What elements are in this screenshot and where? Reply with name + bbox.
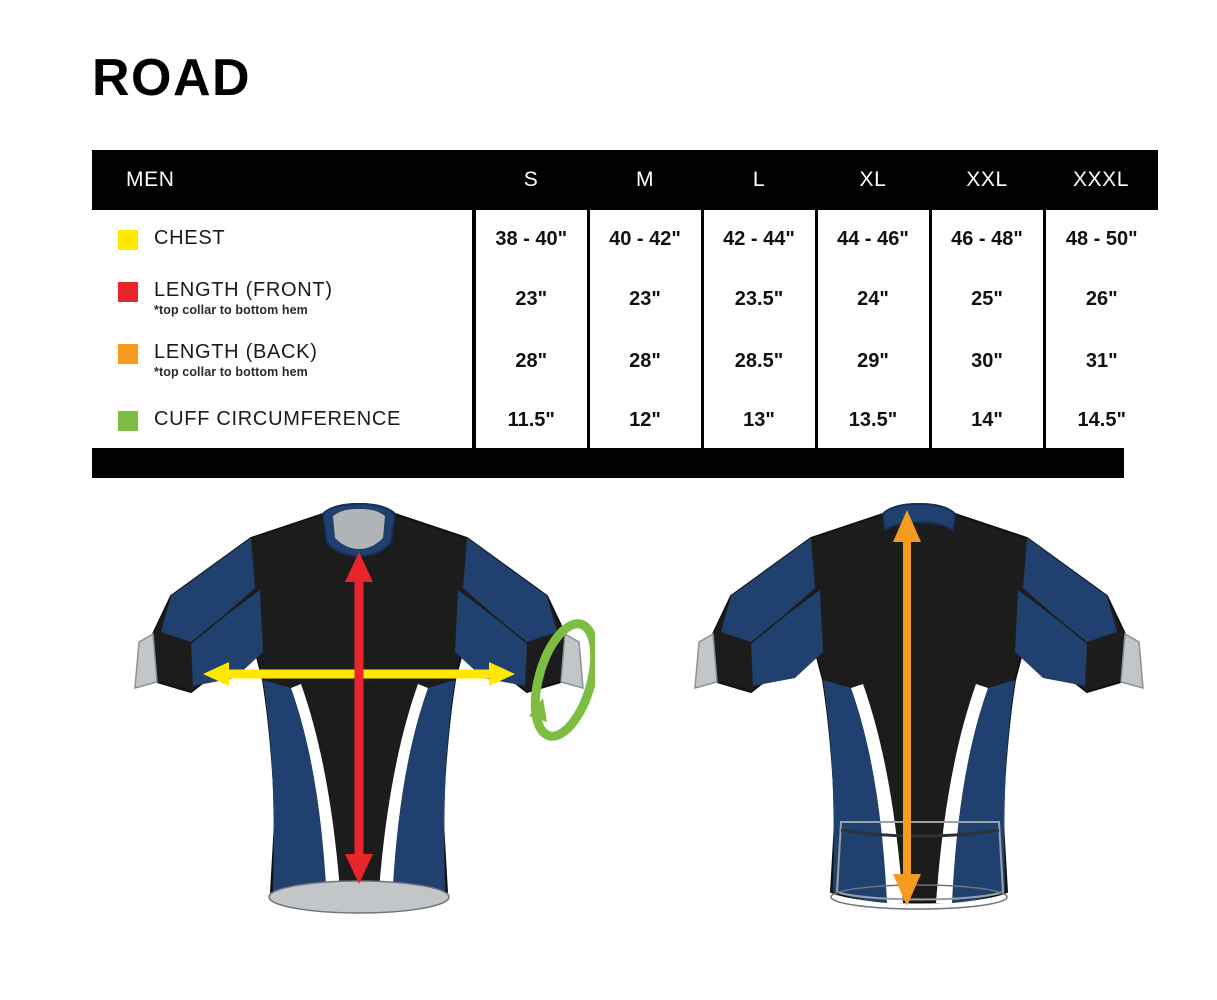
table-row-length-back: LENGTH (BACK) *top collar to bottom hem …	[92, 330, 1158, 392]
length-front-sublabel-text: *top collar to bottom hem	[154, 303, 308, 318]
cell-cuff-m: 12"	[586, 392, 702, 448]
cell-length-back-l: 28.5"	[700, 330, 816, 392]
cell-chest-xxxl: 48 - 50"	[1042, 210, 1158, 268]
back-left-cuff	[694, 632, 718, 690]
back-garment	[694, 502, 1144, 910]
length-front-measure-arrow	[345, 552, 373, 884]
cuff-swatch-icon	[118, 411, 138, 431]
cell-length-back-xxl: 30"	[928, 330, 1044, 392]
cuff-circumference-marker	[529, 619, 600, 741]
front-left-white-accent	[291, 684, 341, 903]
front-left-sleeve-panel	[161, 538, 255, 642]
table-header-size-m: M	[635, 168, 655, 191]
cell-length-front-xxxl: 26"	[1042, 268, 1158, 330]
jersey-front-svg	[134, 502, 600, 914]
cell-length-front-l: 23.5"	[700, 268, 816, 330]
size-table: MEN S M L XL XXL XXXL CHEST	[92, 150, 1158, 448]
table-header: MEN S M L XL XXL XXXL	[92, 150, 1158, 210]
cell-cuff-s: 11.5"	[472, 392, 588, 448]
table-header-size-xxxl: XXXL	[1072, 168, 1130, 191]
front-bottom-hem	[268, 880, 450, 914]
jersey-back-svg	[694, 502, 1144, 910]
back-right-white-accent	[936, 684, 988, 903]
front-left-side-panel	[263, 680, 327, 903]
table-row-cuff: CUFF CIRCUMFERENCE 11.5" 12" 13" 13.5" 1…	[92, 392, 1158, 448]
size-chart-table: MEN S M L XL XXL XXXL CHEST	[92, 150, 1158, 478]
back-bottom-hem	[830, 884, 1008, 910]
front-right-side-panel	[392, 680, 455, 903]
cell-cuff-xxl: 14"	[928, 392, 1044, 448]
table-body: CHEST 38 - 40" 40 - 42" 42 - 44" 44 - 46…	[92, 210, 1158, 448]
back-right-cuff	[1120, 632, 1144, 690]
back-right-sleeve-panel-2	[1015, 590, 1087, 686]
cell-length-back-xxxl: 31"	[1042, 330, 1158, 392]
back-left-white-accent	[851, 684, 903, 903]
front-left-cuff	[134, 632, 158, 690]
cell-chest-m: 40 - 42"	[586, 210, 702, 268]
length-back-label-text: LENGTH (BACK)	[154, 341, 318, 364]
back-right-side-panel	[952, 680, 1015, 903]
page-title: ROAD	[92, 49, 252, 107]
chest-label-text: CHEST	[154, 227, 226, 249]
cell-length-front-xl: 24"	[814, 268, 930, 330]
table-header-size-s: S	[523, 168, 539, 191]
front-collar-inner	[333, 509, 385, 549]
cell-cuff-xxxl: 14.5"	[1042, 392, 1158, 448]
front-left-sleeve-panel-2	[191, 590, 263, 686]
table-header-size-xxl: XXL	[966, 168, 1008, 191]
table-row-length-front: LENGTH (FRONT) *top collar to bottom hem…	[92, 268, 1158, 330]
length-back-swatch-icon	[118, 344, 138, 365]
cell-cuff-l: 13"	[700, 392, 816, 448]
cell-length-back-s: 28"	[472, 330, 588, 392]
cell-cuff-xl: 13.5"	[814, 392, 930, 448]
table-footer-bar	[92, 448, 1124, 478]
jersey-illustrations	[0, 492, 1217, 952]
jersey-front-illustration	[95, 492, 600, 937]
table-row-chest: CHEST 38 - 40" 40 - 42" 42 - 44" 44 - 46…	[92, 210, 1158, 268]
table-header-men: MEN	[126, 168, 175, 191]
cell-length-front-s: 23"	[472, 268, 588, 330]
row-label-chest: CHEST	[92, 210, 474, 268]
jersey-back-illustration	[655, 492, 1155, 937]
length-front-swatch-icon	[118, 282, 138, 303]
length-back-sublabel-text: *top collar to bottom hem	[154, 365, 308, 380]
row-label-cuff: CUFF CIRCUMFERENCE	[92, 392, 474, 448]
cell-chest-xl: 44 - 46"	[814, 210, 930, 268]
table-header-size-xl: XL	[859, 168, 887, 191]
back-left-sleeve-panel	[721, 538, 815, 642]
cell-length-front-m: 23"	[586, 268, 702, 330]
length-front-label-text: LENGTH (FRONT)	[154, 279, 333, 302]
table-header-row: MEN S M L XL XXL XXXL	[92, 150, 1158, 210]
cell-chest-l: 42 - 44"	[700, 210, 816, 268]
back-left-sleeve-panel-2	[751, 590, 823, 686]
front-right-cuff	[560, 632, 584, 690]
front-right-white-accent	[378, 684, 428, 903]
row-label-length-front: LENGTH (FRONT) *top collar to bottom hem	[92, 268, 474, 330]
cell-chest-s: 38 - 40"	[472, 210, 588, 268]
cell-length-back-m: 28"	[586, 330, 702, 392]
chest-swatch-icon	[118, 230, 138, 250]
back-right-sleeve-panel	[1023, 538, 1117, 642]
row-label-length-back: LENGTH (BACK) *top collar to bottom hem	[92, 330, 474, 392]
length-back-measure-arrow	[893, 510, 921, 906]
front-right-sleeve-panel	[463, 538, 557, 642]
table-header-size-l: L	[752, 168, 766, 191]
cell-chest-xxl: 46 - 48"	[928, 210, 1044, 268]
back-body-shape	[711, 502, 1127, 904]
cuff-label-text: CUFF CIRCUMFERENCE	[154, 408, 402, 430]
cell-length-front-xxl: 25"	[928, 268, 1044, 330]
cell-length-back-xl: 29"	[814, 330, 930, 392]
front-right-sleeve-panel-2	[455, 590, 527, 686]
